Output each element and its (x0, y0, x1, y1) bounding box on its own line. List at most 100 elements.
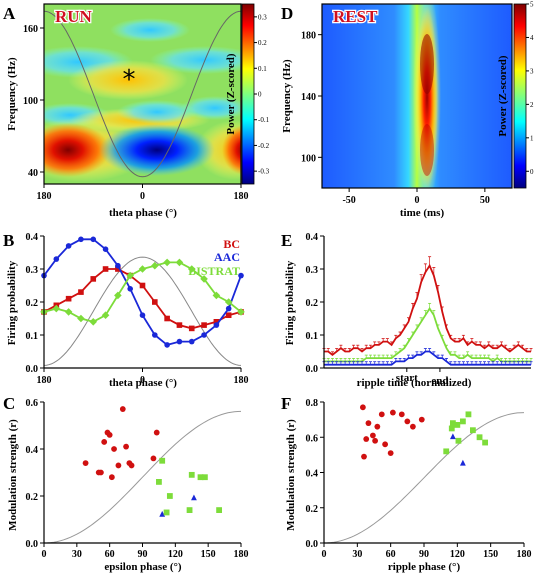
panel-f-xtick-label: 60 (386, 549, 396, 560)
panel-f-ylabel: Modulation strength (r) (285, 419, 297, 531)
panel-f-xlabel: ripple phase (°) (388, 561, 461, 573)
panel-c-point (153, 429, 160, 436)
panel-a-colorbar-tick-label: 0.3 (258, 13, 267, 21)
panel-b-xtick-label: 0 (140, 375, 145, 386)
panel-c-ylabel: Modulation strength (r) (7, 419, 19, 531)
panel-c-xtick-label: 90 (138, 549, 148, 560)
panel-b-point-bc (201, 322, 207, 328)
panel-f-point (365, 420, 372, 427)
panel-e-axes: 0.0 0.1 0.2 0.3 0.4 start end (306, 232, 531, 387)
panel-b-ytick-label: 0.0 (26, 364, 39, 375)
panel-b-xlabel: theta phase (°) (109, 377, 177, 389)
panel-b-point-aac (201, 332, 207, 338)
panel-label-d: D (281, 4, 293, 23)
panel-c-point (186, 507, 193, 513)
panel-b-point-bistrat (200, 275, 208, 283)
panel-b-point-bistrat (151, 261, 159, 270)
panel-d-colorbar-label: Power (Z-scored) (497, 55, 509, 136)
panel-d-rest-label: REST (333, 7, 378, 26)
panel-c-reference-curve (43, 410, 242, 544)
panel-label-e: E (281, 231, 292, 250)
panel-b-line-chart: 0.0 0.1 0.2 0.3 0.4 180 0 180 BC AAC BISTRAT th… (6, 232, 249, 389)
panel-c-point (119, 406, 126, 412)
panel-c-point (156, 479, 162, 485)
panel-c-point (108, 474, 115, 481)
panel-b-point-aac (139, 312, 146, 319)
panel-c-point (101, 439, 108, 445)
panel-c-point (98, 469, 104, 476)
panel-e-series-line (324, 350, 531, 366)
panel-f-xtick-label: 150 (483, 549, 498, 560)
panel-a-colorbar-tick-label: 0 (258, 91, 262, 99)
panel-a-colorbar-tick-label: -0.1 (258, 116, 270, 124)
panel-f-point (372, 437, 379, 444)
legend-bc: BC (223, 237, 240, 251)
panel-b-series (40, 236, 245, 348)
panel-c-point (166, 493, 173, 499)
panel-a-colorbar-tick-label: -0.2 (258, 142, 270, 150)
panel-f-point (449, 433, 456, 440)
panel-b-point-bistrat (163, 258, 171, 267)
panel-a-heatmap: RUN * 180 0 180 40 100 160 theta phase (°) Fr… (6, 3, 270, 219)
panel-a-xtick-label: 0 (140, 191, 145, 202)
panel-b-point-bistrat (126, 271, 134, 280)
panel-f-ytick-label: 0.2 (306, 504, 319, 515)
panel-f-point (369, 432, 376, 439)
panel-c-xlabel: epsilon phase (°) (104, 561, 181, 573)
panel-d-xtick-label: 0 (415, 195, 420, 206)
panel-c-scatter: 0.0 0.2 0.4 0.6 0 30 60 90 120 150 180 epsilon pha… (7, 398, 249, 573)
panel-c-point (201, 474, 208, 481)
panel-a-run-label: RUN (55, 7, 93, 26)
panel-b-point-bistrat (89, 318, 98, 326)
legend-bistrat: BISTRAT (188, 264, 240, 278)
panel-b-xtick-label: 180 (234, 375, 249, 386)
panel-f-point (418, 416, 425, 423)
panel-f-point (378, 411, 385, 418)
panel-c-point (197, 474, 204, 481)
panel-b-point-bc (102, 266, 109, 272)
panel-b-point-bistrat (64, 308, 73, 316)
panel-f-point (389, 409, 396, 416)
panel-a-theta-reference-curve (44, 10, 241, 178)
panel-c-point (82, 460, 89, 466)
panel-c-xtick-label: 60 (105, 549, 115, 560)
panel-b-xtick-label: 180 (37, 375, 52, 386)
panel-f-point (359, 404, 366, 411)
panel-label-b: B (3, 231, 14, 250)
panel-c-point (106, 432, 113, 438)
panel-a-colorbar-tick-label: 0.1 (258, 65, 267, 73)
panel-e-series-line (324, 263, 531, 356)
panel-b-point-aac (90, 236, 97, 243)
panel-f-point (459, 418, 466, 425)
panel-c-xtick-label: 180 (234, 549, 249, 560)
panel-c-xtick-label: 150 (201, 549, 216, 560)
panel-c-point (159, 457, 166, 464)
panel-a-xtick-label: 180 (37, 191, 52, 202)
panel-d-axes: -50 0 50 100 140 180 (301, 31, 490, 206)
panel-d-colorbar-tick-label: 0 (530, 168, 534, 176)
panel-d-colorbar-ticks: 5 4 3 2 1 0 (526, 1, 534, 176)
panel-c-points (82, 406, 223, 517)
panel-e-series (322, 256, 533, 366)
panel-b-point-bistrat (187, 265, 196, 273)
panel-f-point (448, 425, 455, 432)
panel-b-theta-reference-curve (43, 256, 242, 366)
panel-b-point-aac (127, 286, 133, 292)
panel-a-axes: 180 0 180 40 100 160 (23, 24, 249, 202)
panel-b-point-bc (115, 266, 121, 272)
panel-f-xtick-label: 0 (322, 549, 327, 560)
panel-d-ylabel: Frequency (Hz) (281, 59, 293, 133)
panel-c-ytick-label: 0.0 (26, 539, 39, 550)
panel-b-point-bc (78, 289, 84, 295)
panel-e-ytick-label: 0.4 (306, 232, 319, 243)
panel-c-point (188, 471, 195, 478)
panel-f-points (359, 404, 489, 466)
panel-a-xtick-label: 180 (234, 191, 249, 202)
panel-b-ytick-label: 0.1 (26, 331, 39, 342)
panel-b-point-bistrat (52, 304, 61, 313)
panel-d-colorbar-tick-label: 2 (530, 101, 534, 109)
panel-f-reference-curve (323, 412, 525, 544)
panel-f-point (382, 441, 389, 448)
